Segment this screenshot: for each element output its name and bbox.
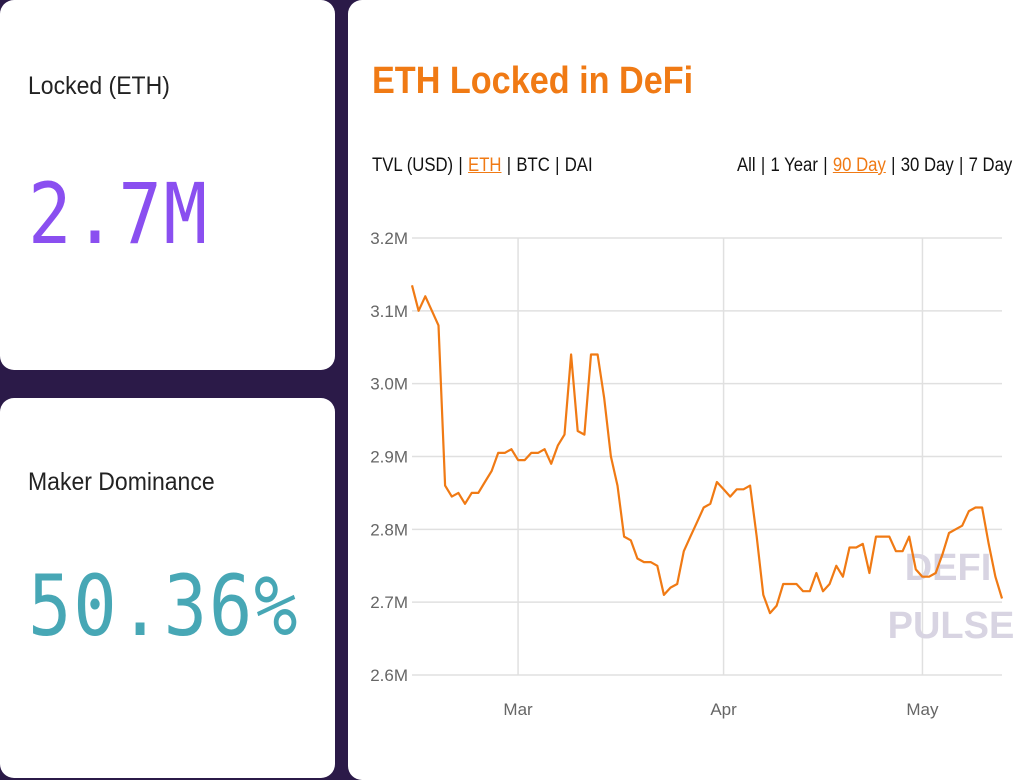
range-separator: | — [958, 155, 964, 176]
eth-locked-chart-card: ETH Locked in DeFi TVL (USD) | ETH | BTC | DAI… — [348, 0, 1024, 780]
y-tick-label: 2.8M — [370, 520, 408, 539]
eth-locked-line-chart: DEFI PULSE 2.6M 2.7M 2.8M 2.9M 3.0M 3.1M 3.2M M… — [370, 229, 1015, 719]
range-separator: | — [760, 155, 766, 176]
range-toggle: All | 1 Year | 90 Day | 30 Day | 7 Day — [737, 155, 1012, 177]
chart-title: ETH Locked in DeFi — [372, 60, 694, 102]
chart-series-layer — [410, 285, 1004, 615]
locked-eth-label: Locked (ETH) — [28, 72, 170, 100]
locked-eth-value: 2.7M — [28, 165, 209, 263]
maker-dominance-label: Maker Dominance — [28, 468, 215, 496]
range-separator: | — [823, 155, 828, 176]
chart-grid — [412, 237, 1002, 676]
x-tick-label: Apr — [710, 700, 737, 719]
watermark-line: DEFI — [905, 547, 992, 589]
unit-option-tvl-usd[interactable]: TVL (USD) — [372, 155, 454, 176]
y-tick-label: 2.9M — [370, 448, 408, 467]
defi-pulse-watermark: DEFI PULSE — [888, 547, 1015, 647]
unit-separator: | — [458, 155, 463, 176]
range-option-7-day[interactable]: 7 Day — [968, 155, 1013, 176]
series-line — [410, 285, 1004, 615]
y-tick-label: 3.2M — [370, 229, 408, 248]
unit-toggle: TVL (USD) | ETH | BTC | DAI — [372, 155, 593, 177]
y-tick-label: 3.0M — [370, 375, 408, 394]
range-separator: | — [891, 155, 896, 176]
x-tick-label: Mar — [503, 700, 533, 719]
y-tick-label: 3.1M — [370, 302, 408, 321]
unit-option-eth[interactable]: ETH — [468, 155, 502, 176]
locked-eth-card: Locked (ETH) 2.7M — [0, 0, 335, 370]
unit-option-dai[interactable]: DAI — [564, 155, 593, 176]
maker-dominance-value: 50.36% — [28, 557, 300, 655]
unit-option-btc[interactable]: BTC — [516, 155, 550, 176]
x-tick-label: May — [906, 700, 939, 719]
range-option-30-day[interactable]: 30 Day — [900, 155, 954, 176]
range-option-1-year[interactable]: 1 Year — [770, 155, 818, 176]
y-axis: 2.6M 2.7M 2.8M 2.9M 3.0M 3.1M 3.2M — [370, 229, 408, 685]
range-option-all[interactable]: All — [737, 155, 756, 176]
watermark-line: PULSE — [888, 605, 1015, 647]
x-axis: Mar Apr May — [503, 700, 939, 719]
maker-dominance-card: Maker Dominance 50.36% — [0, 398, 335, 778]
y-tick-label: 2.7M — [370, 593, 408, 612]
y-tick-label: 2.6M — [370, 666, 408, 685]
unit-separator: | — [555, 155, 560, 176]
unit-separator: | — [506, 155, 512, 176]
range-option-90-day[interactable]: 90 Day — [832, 155, 886, 176]
